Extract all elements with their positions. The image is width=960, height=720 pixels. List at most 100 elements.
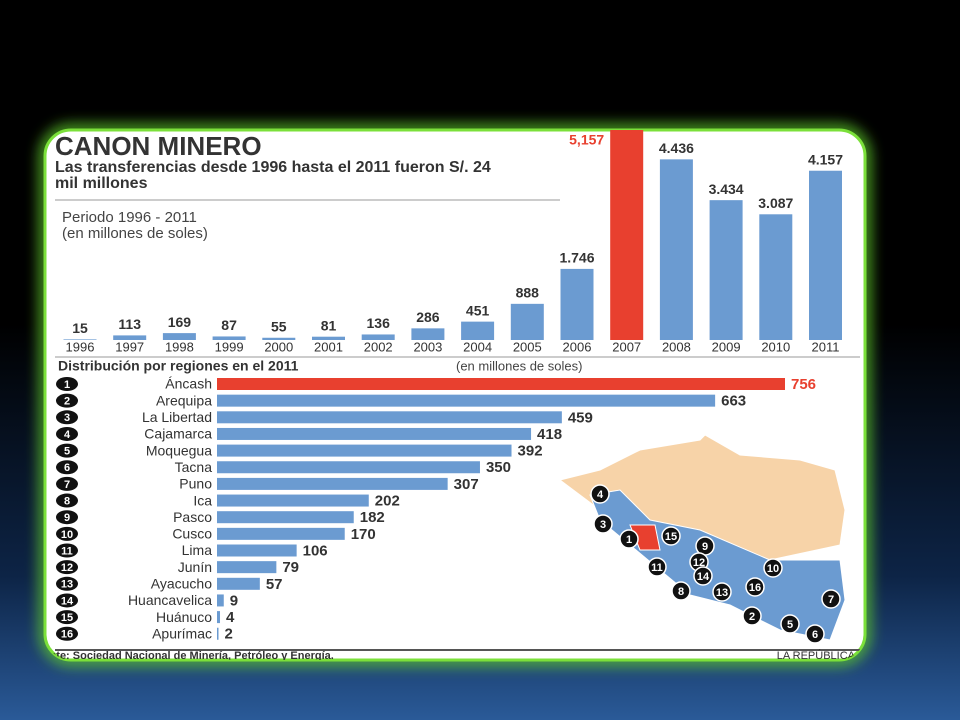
map-marker-label: 13 <box>716 587 728 599</box>
value-label: 9 <box>230 592 238 609</box>
bar <box>461 321 495 340</box>
map-marker-label: 4 <box>597 489 604 501</box>
rank-badge <box>56 493 78 508</box>
bar <box>162 333 196 340</box>
value-label: 113 <box>118 316 141 332</box>
category-label: Cajamarca <box>144 426 212 442</box>
category-label: Huancavelica <box>128 592 212 608</box>
rank-badge <box>56 460 78 475</box>
credit: LA REPÚBLICA <box>777 649 856 662</box>
category-label: Puno <box>179 476 212 492</box>
value-label: 307 <box>454 476 479 493</box>
rank: 7 <box>64 479 70 491</box>
value-label: 136 <box>367 315 391 331</box>
value-label: 2 <box>225 626 233 643</box>
x-tick-label: 2002 <box>364 339 393 354</box>
value-label: 3.434 <box>709 181 744 197</box>
bar <box>217 627 219 640</box>
value-label: 87 <box>221 317 237 333</box>
bar <box>217 411 562 424</box>
bar <box>217 594 224 607</box>
bar <box>212 336 246 340</box>
value-label: 169 <box>168 314 192 330</box>
bar <box>217 477 448 490</box>
bar <box>217 511 354 524</box>
map-marker-label: 9 <box>702 541 708 553</box>
bar <box>411 328 445 340</box>
subtitle: Las transferencias desde 1996 hasta el 2… <box>55 160 491 192</box>
x-tick-label: 1996 <box>66 339 95 354</box>
x-tick-label: 2007 <box>612 339 641 354</box>
x-tick-label: 2005 <box>513 339 542 354</box>
rank: 3 <box>64 412 70 424</box>
bar <box>217 444 512 457</box>
value-label: 202 <box>375 493 400 510</box>
map-marker <box>661 526 681 546</box>
bar <box>217 427 532 440</box>
category-label: Lima <box>182 542 213 558</box>
value-label: 4.436 <box>659 140 694 156</box>
map-marker-label: 5 <box>787 619 793 631</box>
value-label: 350 <box>486 459 511 476</box>
x-tick-label: 2006 <box>563 339 592 354</box>
period: Periodo 1996 - 2011 <box>62 209 197 226</box>
value-label: 170 <box>351 526 376 543</box>
x-tick-label: 2000 <box>264 339 293 354</box>
x-tick-label: 2004 <box>463 339 492 354</box>
rank-badge <box>56 443 78 458</box>
map-marker <box>693 566 713 586</box>
value-label: 55 <box>271 318 287 334</box>
rank: 9 <box>64 512 70 524</box>
value-label: 57 <box>266 576 283 593</box>
x-tick-label: 1997 <box>115 339 144 354</box>
rank: 10 <box>61 529 73 541</box>
bar <box>659 159 693 340</box>
bar <box>809 170 842 340</box>
map-marker <box>647 557 667 577</box>
rank-badge <box>56 476 78 491</box>
rank: 5 <box>64 446 70 458</box>
map-marker <box>590 484 610 504</box>
map <box>558 434 846 641</box>
map-marker <box>712 582 732 602</box>
map-marker-label: 11 <box>651 562 663 574</box>
x-tick-label: 2001 <box>314 339 343 354</box>
rank: 11 <box>61 545 73 557</box>
bar <box>113 335 147 340</box>
map-marker-label: 16 <box>749 582 761 594</box>
category-label: Ayacucho <box>151 576 212 592</box>
bar <box>217 461 480 474</box>
rank-badge <box>56 410 78 425</box>
category-label: Huánuco <box>156 609 212 625</box>
category-label: Ica <box>193 492 212 508</box>
bar <box>63 339 97 340</box>
x-tick-label: 2008 <box>662 339 691 354</box>
rank: 14 <box>61 595 74 607</box>
map-marker <box>619 529 639 549</box>
category-label: La Libertad <box>142 409 212 425</box>
rank: 1 <box>64 379 70 391</box>
category-label: Moquegua <box>146 442 212 458</box>
rank-badge <box>56 543 78 558</box>
rank-badge <box>56 393 78 408</box>
x-tick-label: 2010 <box>761 339 790 354</box>
hbar-unit: (en millones de soles) <box>456 358 582 373</box>
title: CANON MINERO <box>55 131 262 161</box>
rank-badge <box>56 560 78 575</box>
map-marker <box>742 606 762 626</box>
value-label: 451 <box>466 302 490 318</box>
bar <box>361 334 395 340</box>
map-marker <box>780 614 800 634</box>
value-label: 286 <box>416 309 440 325</box>
map-marker <box>805 624 825 644</box>
map-marker-label: 2 <box>749 611 755 623</box>
bar <box>709 200 743 340</box>
value-label: 4.157 <box>808 151 843 167</box>
subtitle-box: Las transferencias desde 1996 hasta el 2… <box>55 160 491 192</box>
bar <box>560 268 594 340</box>
map-marker-label: 7 <box>828 594 834 606</box>
map-marker <box>745 577 765 597</box>
bar <box>262 337 296 340</box>
